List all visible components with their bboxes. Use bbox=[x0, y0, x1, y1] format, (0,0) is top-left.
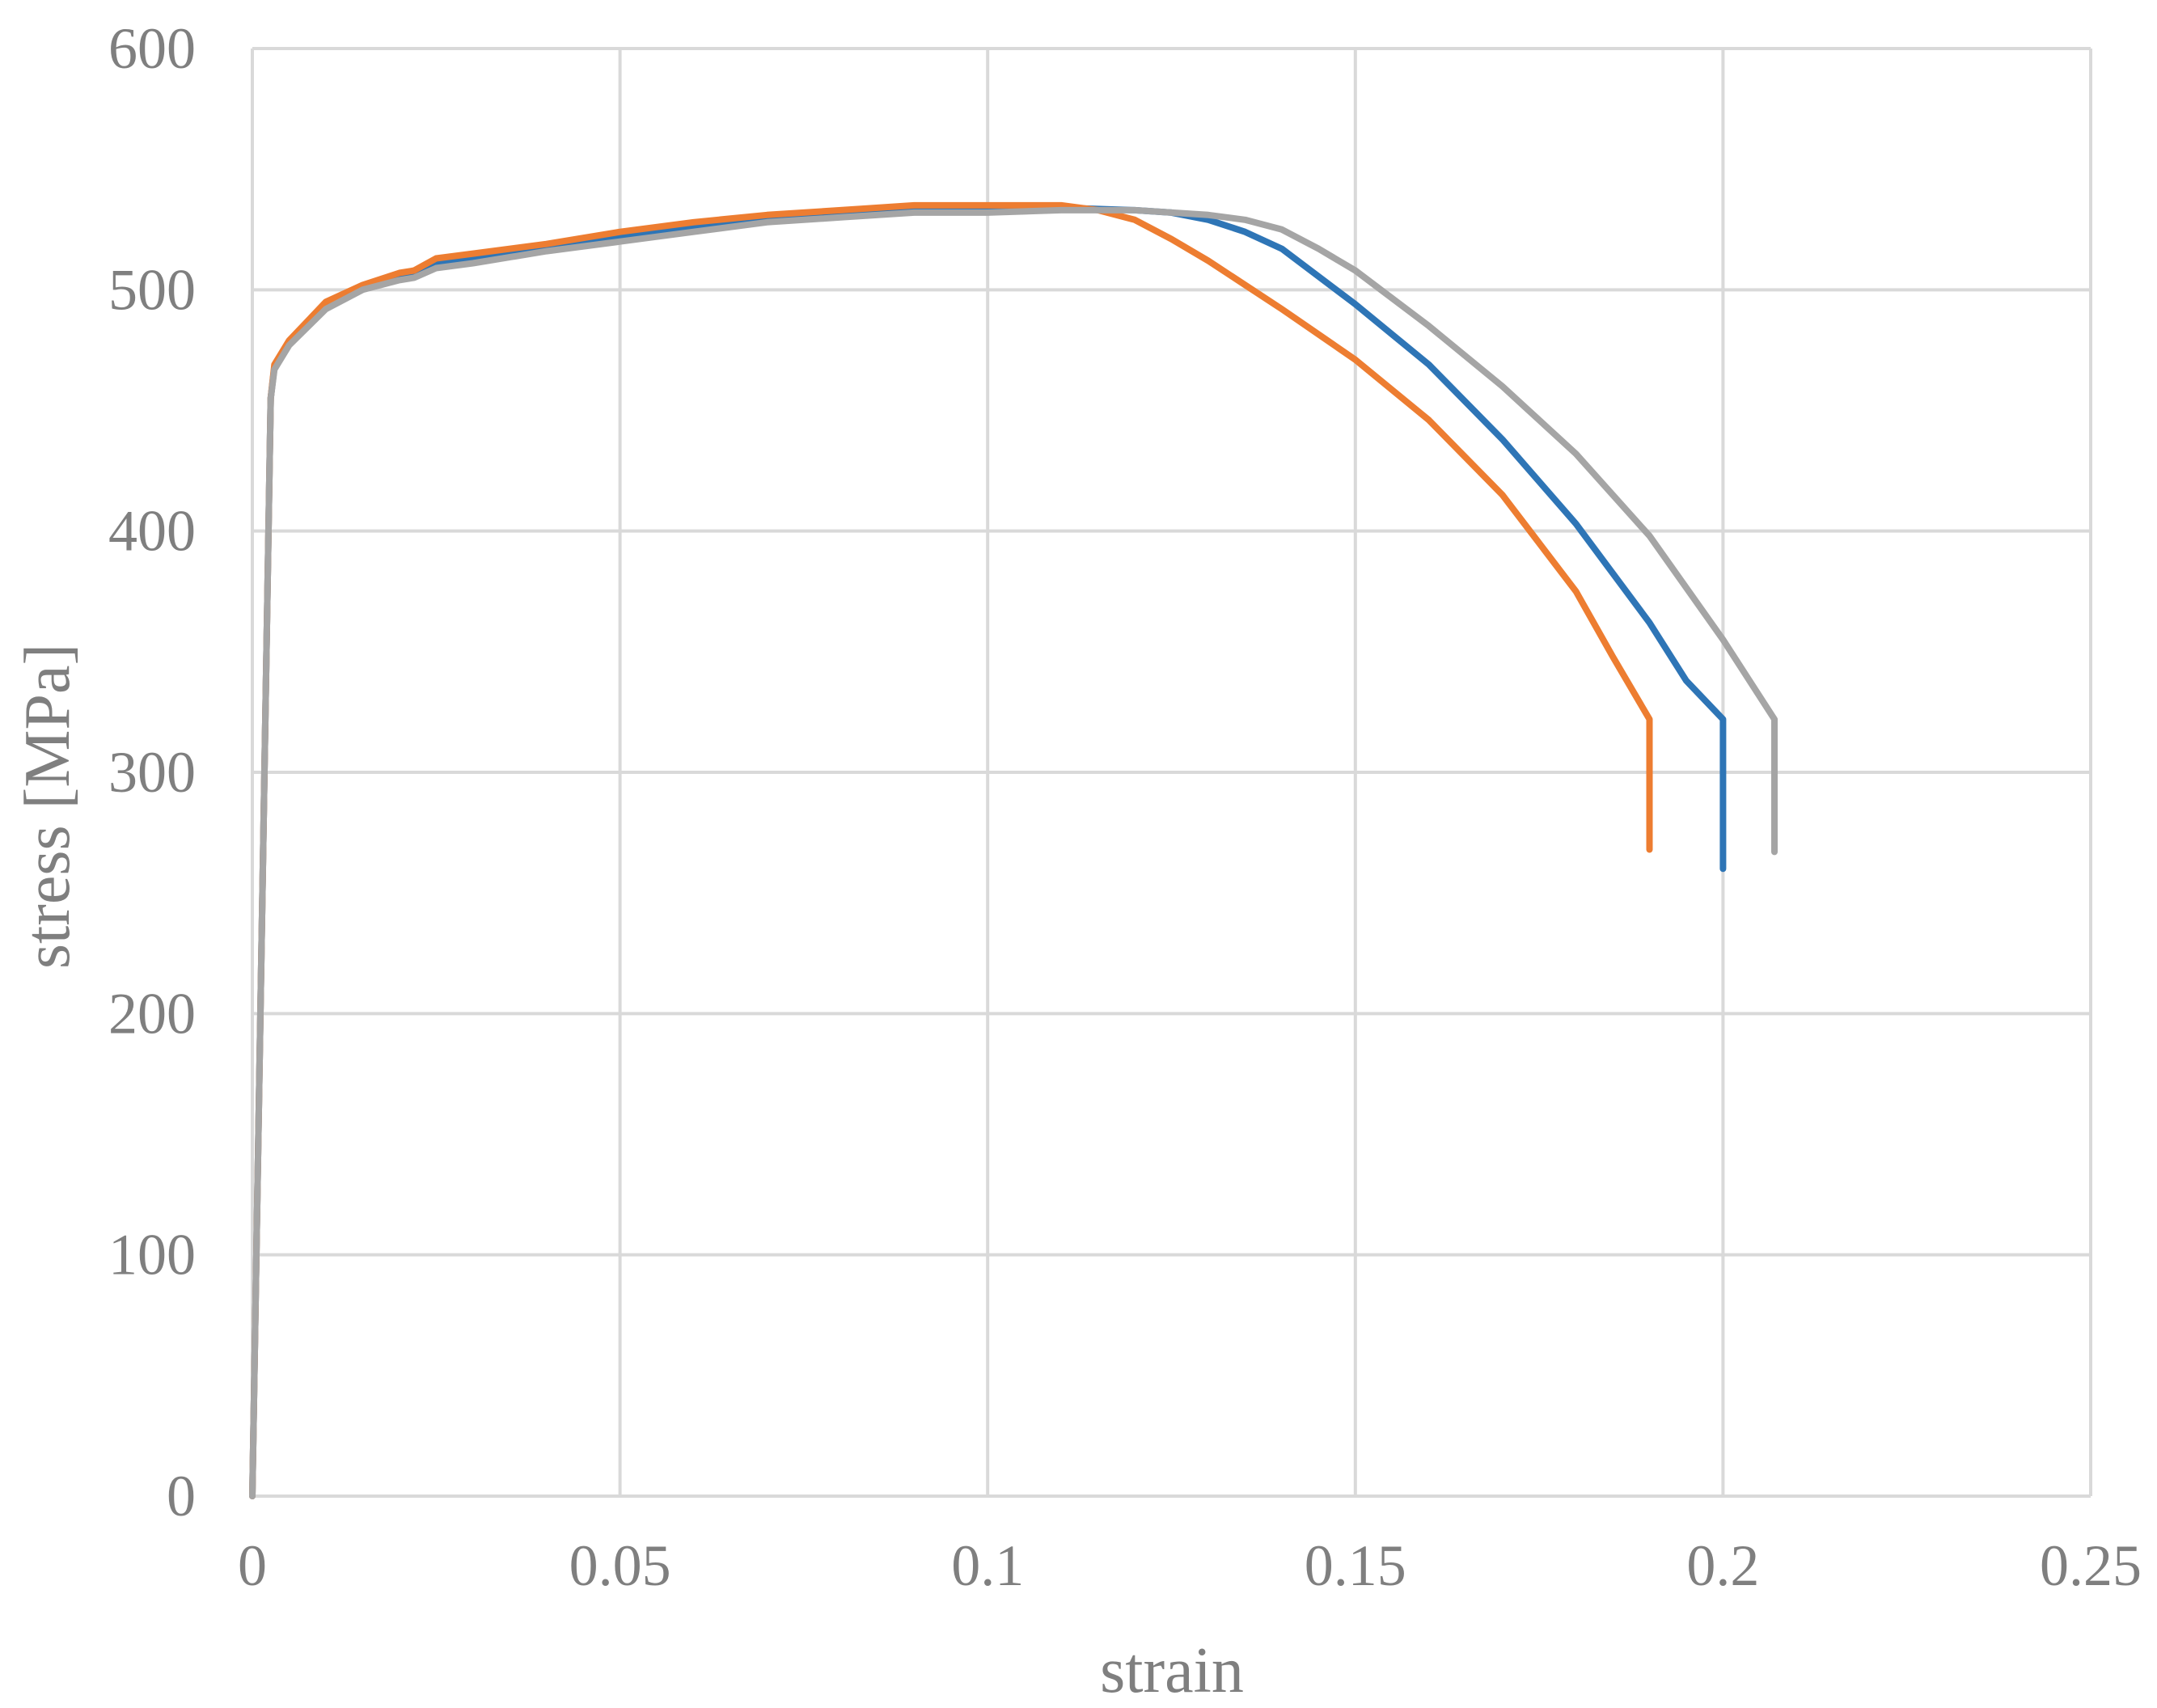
series-line-3 bbox=[249, 206, 1778, 1499]
grid-layer bbox=[251, 47, 2092, 1498]
y-tick-label: 500 bbox=[108, 257, 196, 322]
tick-label-layer: 0 100 200 300 400 500 600 0 0.05 0.1 0.15 0.2 0.25 bbox=[108, 16, 2142, 1598]
x-tick-label: 0.05 bbox=[569, 1533, 671, 1598]
y-tick-label: 600 bbox=[108, 16, 196, 81]
x-axis-title: strain bbox=[1100, 1635, 1244, 1706]
x-tick-label: 0.25 bbox=[2040, 1533, 2142, 1598]
y-tick-label: 0 bbox=[167, 1464, 196, 1528]
y-tick-label: 300 bbox=[108, 740, 196, 805]
y-tick-label: 100 bbox=[108, 1223, 196, 1287]
y-tick-label: 400 bbox=[108, 499, 196, 564]
series-line-2 bbox=[249, 201, 1653, 1499]
y-tick-label: 200 bbox=[108, 981, 196, 1046]
x-tick-label: 0 bbox=[238, 1533, 267, 1598]
x-tick-label: 0.1 bbox=[951, 1533, 1024, 1598]
x-tick-label: 0.2 bbox=[1686, 1533, 1759, 1598]
series-layer bbox=[249, 201, 1778, 1499]
x-tick-label: 0.15 bbox=[1305, 1533, 1406, 1598]
y-axis-title: stress [MPa] bbox=[12, 644, 83, 969]
